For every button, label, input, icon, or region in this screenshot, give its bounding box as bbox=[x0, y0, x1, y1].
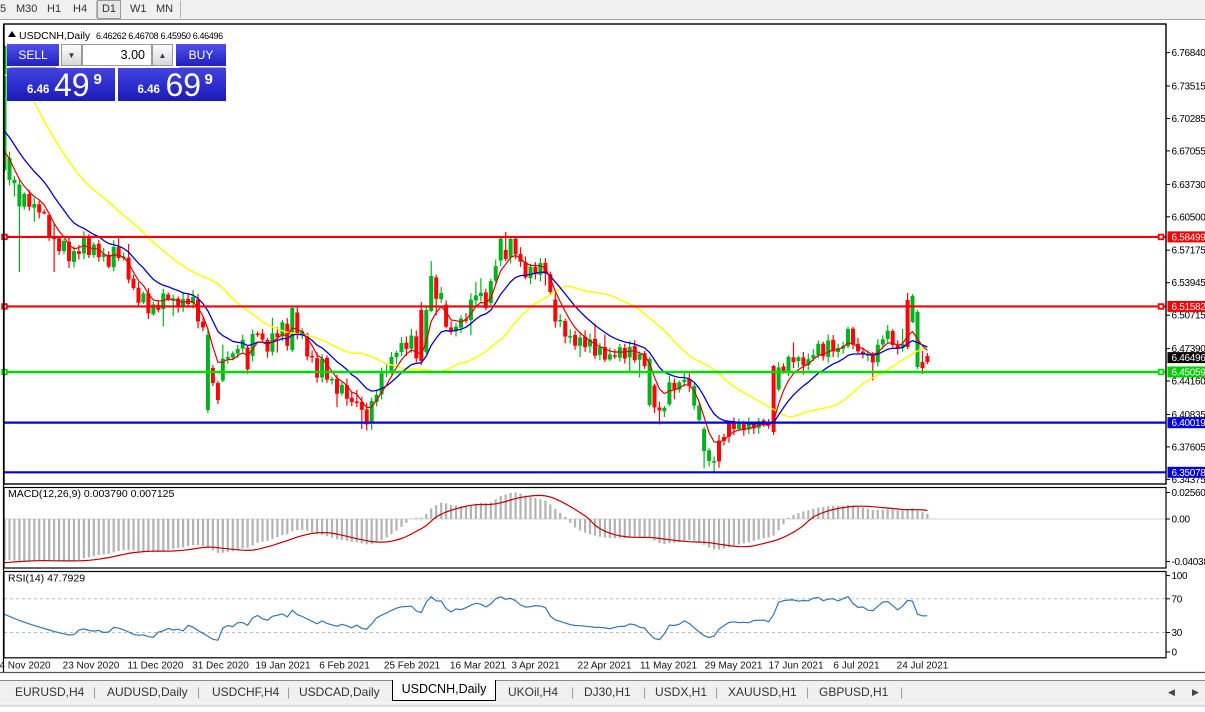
svg-text:6 Jul 2021: 6 Jul 2021 bbox=[833, 661, 880, 672]
svg-text:6.46496: 6.46496 bbox=[1172, 353, 1205, 364]
svg-text:24 Jul 2021: 24 Jul 2021 bbox=[897, 661, 949, 672]
svg-text:22 Apr 2021: 22 Apr 2021 bbox=[578, 661, 632, 672]
svg-text:6.37605: 6.37605 bbox=[1172, 442, 1205, 453]
svg-text:6.70285: 6.70285 bbox=[1172, 114, 1205, 125]
svg-text:6.63730: 6.63730 bbox=[1172, 180, 1205, 191]
svg-text:17 Jun 2021: 17 Jun 2021 bbox=[768, 661, 823, 672]
svg-text:19 Jan 2021: 19 Jan 2021 bbox=[255, 661, 310, 672]
svg-text:100: 100 bbox=[1172, 571, 1189, 582]
svg-text:6.57175: 6.57175 bbox=[1172, 246, 1205, 257]
svg-text:6.45059: 6.45059 bbox=[1172, 368, 1205, 379]
svg-text:16 Mar 2021: 16 Mar 2021 bbox=[450, 661, 507, 672]
svg-text:30: 30 bbox=[1172, 628, 1183, 639]
svg-text:11 Dec 2020: 11 Dec 2020 bbox=[128, 661, 184, 672]
svg-text:25 Feb 2021: 25 Feb 2021 bbox=[384, 661, 441, 672]
svg-text:6.51582: 6.51582 bbox=[1172, 302, 1205, 313]
svg-text:6.60500: 6.60500 bbox=[1172, 212, 1205, 223]
svg-text:4 Nov 2020: 4 Nov 2020 bbox=[0, 661, 51, 672]
svg-text:RSI(14) 47.7929: RSI(14) 47.7929 bbox=[8, 573, 85, 585]
svg-text:6 Feb 2021: 6 Feb 2021 bbox=[319, 661, 370, 672]
svg-text:6.40019: 6.40019 bbox=[1172, 418, 1205, 429]
svg-text:6.73515: 6.73515 bbox=[1172, 82, 1205, 93]
svg-text:6.53945: 6.53945 bbox=[1172, 278, 1205, 289]
svg-text:6.35078: 6.35078 bbox=[1172, 468, 1205, 479]
svg-text:MACD(12,26,9) 0.003790 0.00712: MACD(12,26,9) 0.003790 0.007125 bbox=[8, 488, 175, 500]
svg-text:6.76840: 6.76840 bbox=[1172, 48, 1205, 59]
svg-text:6.67055: 6.67055 bbox=[1172, 146, 1205, 157]
svg-text:3 Apr 2021: 3 Apr 2021 bbox=[511, 661, 560, 672]
svg-text:29 May 2021: 29 May 2021 bbox=[705, 661, 763, 672]
svg-text:23 Nov 2020: 23 Nov 2020 bbox=[63, 661, 120, 672]
svg-text:0: 0 bbox=[1172, 647, 1178, 658]
svg-text:6.58499: 6.58499 bbox=[1172, 232, 1205, 243]
svg-text:31 Dec 2020: 31 Dec 2020 bbox=[192, 661, 249, 672]
svg-text:0.00: 0.00 bbox=[1172, 515, 1191, 526]
svg-text:70: 70 bbox=[1172, 594, 1183, 605]
svg-text:0.025609: 0.025609 bbox=[1172, 488, 1205, 499]
svg-text:11 May 2021: 11 May 2021 bbox=[640, 661, 698, 672]
svg-text:-0.040385: -0.040385 bbox=[1172, 557, 1205, 568]
